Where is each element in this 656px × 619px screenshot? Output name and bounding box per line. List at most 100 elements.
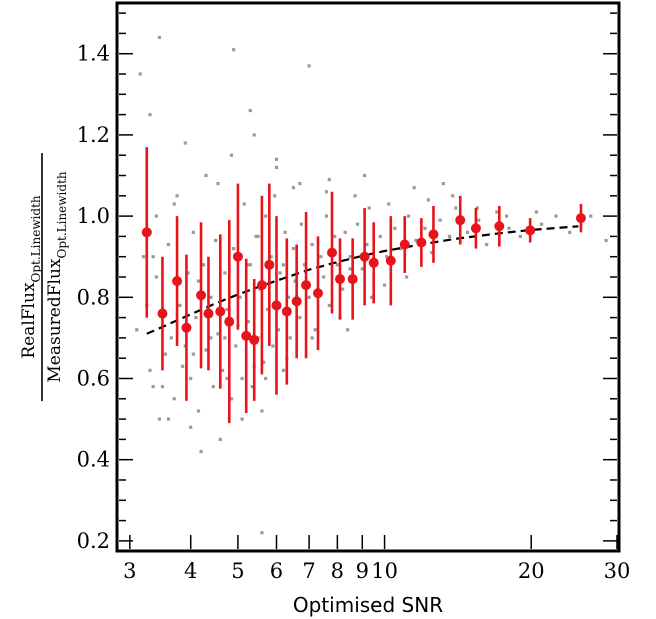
scatter-point bbox=[252, 133, 256, 137]
scatter-point bbox=[278, 271, 282, 275]
scatter-point bbox=[406, 214, 411, 218]
scatter-point bbox=[234, 344, 238, 348]
scatter-point bbox=[225, 307, 229, 312]
scatter-point bbox=[426, 198, 430, 202]
scatter-point bbox=[196, 409, 201, 413]
scatter-point bbox=[393, 226, 397, 230]
scatter-point bbox=[271, 344, 275, 348]
scatter-point bbox=[154, 275, 158, 279]
binned-point bbox=[241, 330, 252, 341]
scatter-point bbox=[412, 186, 416, 190]
scatter-point bbox=[264, 376, 268, 381]
scatter-point bbox=[281, 368, 286, 372]
scatter-point bbox=[273, 194, 277, 198]
binned-point bbox=[347, 274, 358, 285]
scatter-point bbox=[313, 328, 317, 332]
scatter-point bbox=[178, 303, 182, 308]
scatter-point bbox=[265, 307, 270, 312]
scatter-point bbox=[204, 173, 208, 178]
scatter-layer bbox=[135, 35, 608, 535]
errorbar-layer bbox=[145, 147, 583, 424]
scatter-point bbox=[298, 315, 302, 320]
scatter-point bbox=[218, 437, 222, 441]
binned-point bbox=[281, 306, 292, 317]
scatter-point bbox=[148, 113, 152, 117]
y-label-denominator: MeasuredFlux bbox=[45, 258, 65, 383]
x-tick-label: 20 bbox=[518, 559, 545, 583]
scatter-point bbox=[299, 222, 304, 226]
binned-point bbox=[327, 247, 338, 258]
scatter-point bbox=[495, 210, 499, 214]
scatter-point bbox=[281, 263, 286, 267]
scatter-point bbox=[568, 230, 572, 234]
binned-point bbox=[196, 290, 207, 301]
scatter-point bbox=[465, 230, 470, 234]
binned-point bbox=[291, 296, 302, 307]
scatter-point bbox=[191, 352, 195, 356]
scatter-point bbox=[348, 267, 352, 271]
scatter-point bbox=[333, 234, 337, 239]
svg-text:MeasuredFluxOpt.Linewidth: MeasuredFluxOpt.Linewidth bbox=[45, 171, 69, 383]
scatter-point bbox=[229, 153, 234, 157]
binned-point bbox=[385, 255, 396, 266]
binned-point bbox=[455, 215, 466, 226]
binned-point bbox=[172, 276, 183, 287]
binned-point bbox=[264, 259, 275, 270]
scatter-point bbox=[310, 242, 314, 247]
y-axis-ticks: 0.2 0.4 0.6 0.8 1.0 1.2 1.4 bbox=[77, 12, 617, 553]
scatter-point bbox=[157, 417, 162, 421]
scatter-point bbox=[191, 230, 195, 234]
scatter-point bbox=[196, 279, 201, 283]
scatter-point bbox=[157, 35, 162, 40]
scatter-point bbox=[209, 336, 213, 340]
scatter-point bbox=[369, 295, 374, 299]
scatter-point bbox=[172, 202, 176, 206]
scatter-point bbox=[298, 182, 302, 186]
x-tick-label: 4 bbox=[184, 559, 197, 583]
y-label-denominator-sub: Opt.Linewidth bbox=[55, 171, 69, 258]
scatter-point bbox=[246, 320, 250, 324]
scatter-point bbox=[220, 368, 225, 372]
scatter-point bbox=[430, 251, 434, 255]
x-tick-label: 3 bbox=[123, 559, 136, 583]
binned-point bbox=[256, 280, 267, 291]
scatter-point bbox=[414, 238, 418, 243]
x-axis-ticks: 3 4 5 6 7 8 9 10 20 30 bbox=[123, 535, 630, 583]
scatter-point bbox=[399, 246, 403, 251]
binned-point bbox=[249, 334, 260, 345]
binned-point bbox=[428, 229, 439, 240]
scatter-point bbox=[346, 328, 350, 332]
scatter-point bbox=[335, 263, 339, 267]
scatter-point bbox=[232, 246, 236, 251]
scatter-point bbox=[250, 385, 254, 389]
scatter-point bbox=[151, 255, 155, 259]
scatter-point bbox=[293, 279, 297, 283]
scatter-point bbox=[405, 275, 409, 279]
scatter-point bbox=[223, 271, 227, 275]
scatter-point bbox=[189, 376, 193, 381]
scatter-point bbox=[448, 234, 452, 239]
scatter-point bbox=[166, 417, 171, 421]
scatter-point bbox=[225, 376, 229, 381]
x-tick-label: 9 bbox=[356, 559, 369, 583]
scatter-point bbox=[246, 263, 250, 267]
scatter-point bbox=[504, 214, 509, 218]
scatter-point bbox=[385, 255, 389, 259]
x-axis-label: Optimised SNR bbox=[293, 593, 443, 617]
y-axis-label: RealFluxOpt.Linewidth MeasuredFluxOpt.Li… bbox=[19, 153, 69, 401]
binned-point bbox=[416, 237, 427, 248]
binned-point bbox=[232, 251, 243, 262]
scatter-point bbox=[172, 397, 176, 401]
scatter-point bbox=[194, 315, 198, 320]
scatter-point bbox=[223, 336, 227, 340]
scatter-point bbox=[264, 214, 268, 218]
scatter-point bbox=[319, 255, 323, 259]
scatter-point bbox=[477, 218, 481, 222]
scatter-point bbox=[148, 368, 152, 372]
scatter-point bbox=[256, 234, 260, 239]
scatter-point bbox=[166, 242, 171, 247]
binned-point bbox=[157, 308, 168, 319]
scatter-point bbox=[214, 238, 218, 243]
binned-point bbox=[525, 225, 536, 236]
scatter-point bbox=[154, 214, 158, 218]
